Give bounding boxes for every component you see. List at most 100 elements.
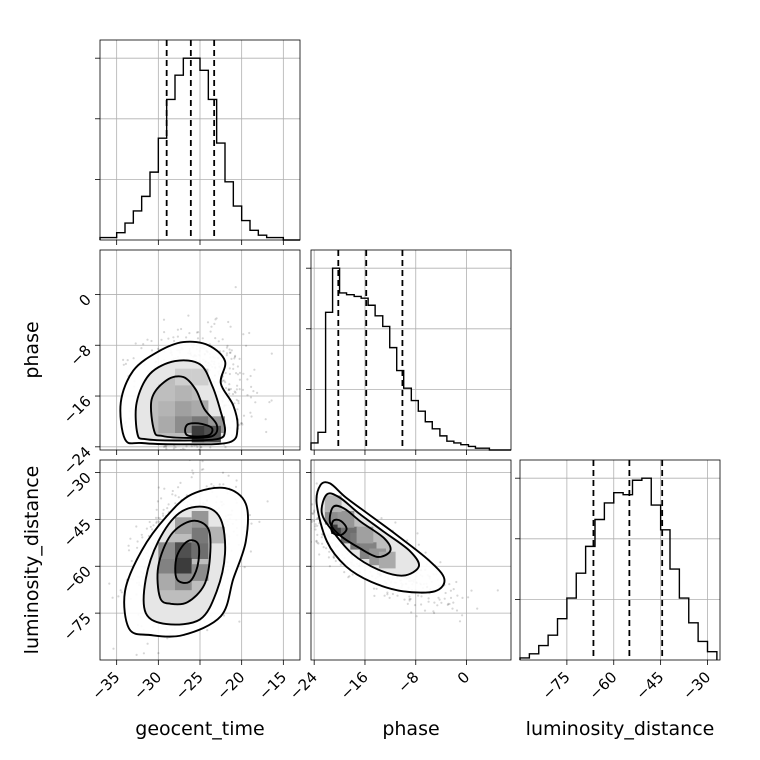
x-tick-label: −60 [585, 668, 620, 703]
sample-point [238, 378, 241, 381]
sample-point [238, 357, 241, 360]
sample-point [215, 317, 218, 320]
sample-point [321, 542, 324, 545]
x-tick-label: −24 [286, 668, 321, 703]
sample-point [241, 423, 244, 426]
sample-point [443, 597, 446, 600]
sample-point [234, 286, 237, 289]
sample-point [206, 629, 209, 632]
x-axis-label-phase: phase [382, 718, 439, 740]
sample-point [192, 472, 195, 475]
contour-line-0 [315, 481, 446, 594]
sample-point [314, 523, 317, 526]
sample-point [177, 496, 180, 499]
sample-point [228, 388, 231, 392]
sample-point [318, 553, 321, 556]
sample-point [242, 333, 245, 336]
sample-point [311, 520, 313, 523]
sample-point [150, 349, 154, 352]
sample-point [332, 556, 336, 560]
sample-point [455, 580, 458, 584]
sample-point [227, 387, 230, 390]
density-panel-phase-vs-luminosity_distance [305, 459, 512, 665]
sample-point [225, 352, 229, 355]
sample-point [236, 365, 239, 368]
sample-point [165, 447, 168, 450]
density-panel-geocent_time-vs-luminosity_distance [95, 459, 301, 665]
sample-point [214, 337, 217, 340]
sample-point [313, 511, 316, 514]
sample-point [266, 500, 269, 503]
sample-point [311, 503, 314, 506]
sample-point [237, 399, 240, 403]
sample-point [264, 418, 267, 421]
sample-point [229, 387, 232, 391]
x-tick-label: −35 [88, 668, 123, 703]
x-tick-label: −25 [172, 668, 207, 703]
sample-point [196, 337, 200, 340]
density-cell [175, 573, 192, 591]
sample-point [141, 536, 144, 539]
sample-point [154, 516, 158, 520]
sample-point [237, 402, 240, 405]
sample-point [171, 489, 174, 493]
sample-point [126, 359, 129, 362]
sample-point [127, 549, 131, 552]
sample-point [210, 483, 213, 486]
sample-point [157, 516, 160, 520]
sample-point [209, 330, 212, 333]
sample-point [229, 351, 232, 354]
sample-point [339, 563, 342, 566]
sample-point [254, 401, 257, 404]
sample-point [236, 373, 240, 376]
sample-point [406, 539, 409, 542]
sample-point [188, 332, 191, 335]
y-tick-label: −8 [66, 341, 94, 369]
sample-point [375, 587, 378, 590]
x-tick-label: −45 [632, 668, 667, 703]
contour-line-3 [174, 539, 201, 584]
x-tick-label: −15 [255, 668, 290, 703]
contour-line-0 [123, 486, 249, 638]
sample-point [248, 514, 251, 517]
sample-point [229, 325, 232, 328]
sample-point [171, 493, 174, 496]
contour-line-3 [184, 422, 214, 438]
sample-point [305, 507, 307, 509]
sample-point [235, 479, 238, 482]
sample-point [314, 528, 317, 531]
sample-point [155, 521, 158, 525]
sample-point [449, 589, 452, 592]
density-cell [175, 384, 192, 402]
sample-point [234, 391, 237, 394]
sample-point [316, 524, 319, 527]
sample-point [227, 320, 230, 324]
sample-point [417, 594, 420, 597]
sample-point [383, 594, 386, 597]
sample-point [210, 325, 213, 328]
sample-point [180, 327, 183, 331]
sample-point [202, 468, 205, 471]
sample-point [496, 589, 499, 592]
histogram-step-geocent_time [99, 57, 300, 241]
sample-point [250, 522, 253, 525]
sample-point [238, 423, 241, 426]
sample-point [149, 525, 152, 529]
sample-point [410, 611, 413, 614]
sample-point [347, 576, 350, 579]
sample-point [408, 599, 411, 602]
sample-point [150, 339, 153, 343]
y-axis-label-luminosity_distance: luminosity_distance [21, 466, 43, 655]
sample-point [240, 422, 243, 425]
sample-point [163, 445, 166, 449]
sample-point [230, 349, 233, 352]
sample-point [134, 342, 137, 345]
sample-point [311, 512, 315, 516]
contour-line-2 [328, 504, 392, 558]
sample-point [163, 331, 166, 334]
sample-point [424, 551, 427, 554]
sample-point [140, 533, 143, 536]
sample-point [315, 517, 319, 520]
sample-point [327, 556, 330, 559]
